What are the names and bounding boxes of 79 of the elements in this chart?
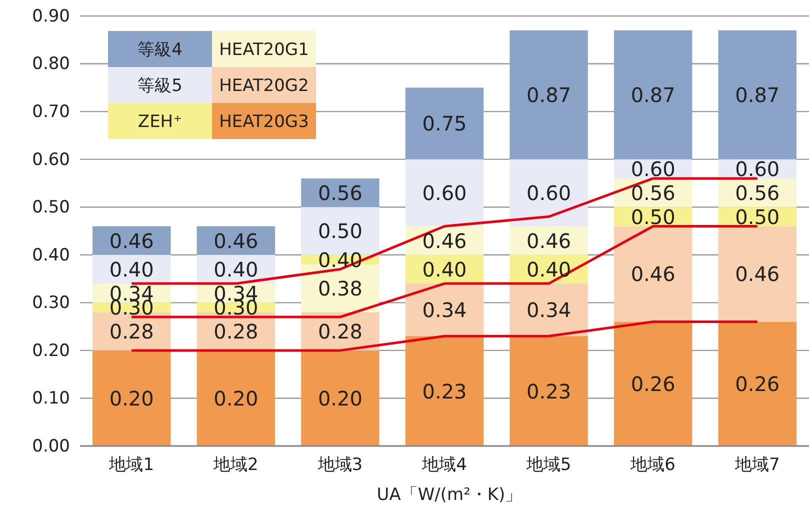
data-label: 0.26 — [735, 372, 780, 396]
text: 等級4 — [138, 40, 182, 60]
data-label: 0.87 — [630, 83, 676, 108]
y-tick-label: 0.00 — [32, 436, 70, 456]
x-tick-label: 地域2 — [212, 455, 258, 476]
data-label: 0.60 — [735, 157, 780, 182]
data-label: 0.60 — [526, 180, 572, 205]
data-label: 0.56 — [735, 180, 780, 205]
data-label: 0.28 — [318, 320, 362, 344]
bar — [510, 226, 588, 255]
y-tick-label: 0.40 — [32, 245, 70, 266]
bar — [510, 284, 588, 336]
x-tick-label: 地域3 — [316, 455, 363, 476]
x-tick-label: 地域5 — [525, 455, 572, 476]
data-label: 0.34 — [422, 298, 467, 322]
text: ZEH⁺ — [138, 112, 182, 132]
data-label: 0.46 — [422, 228, 467, 253]
data-label: 0.56 — [318, 180, 362, 205]
bar — [510, 30, 588, 160]
bar — [510, 336, 588, 446]
data-label: 0.20 — [109, 386, 154, 410]
data-label: 0.56 — [630, 180, 676, 205]
data-label: 0.60 — [630, 157, 676, 182]
x-axis-title: UA「W/(m²・K)」 — [376, 485, 522, 505]
data-label: 0.46 — [735, 262, 780, 286]
y-tick-label: 0.60 — [32, 150, 70, 170]
bar — [510, 159, 588, 226]
bar — [614, 30, 692, 160]
y-tick-label: 0.90 — [32, 6, 70, 26]
data-label: 0.40 — [422, 257, 467, 282]
data-label: 0.87 — [735, 83, 780, 108]
data-label: 0.28 — [214, 320, 258, 344]
data-label: 0.50 — [735, 204, 780, 229]
data-label: 0.46 — [214, 228, 258, 253]
data-label: 0.75 — [422, 112, 467, 136]
data-label: 0.20 — [214, 386, 258, 410]
data-label: 0.40 — [526, 257, 572, 282]
x-tick-label: 地域6 — [630, 455, 676, 476]
bar — [718, 322, 796, 446]
y-tick-label: 0.20 — [32, 340, 70, 361]
text: HEAT20G3 — [219, 112, 309, 132]
data-label: 0.34 — [526, 298, 572, 322]
bar — [301, 350, 380, 446]
text: 等級5 — [138, 76, 182, 96]
data-label: 0.40 — [109, 257, 154, 282]
x-tick-label: 地域4 — [421, 455, 467, 476]
data-label: 0.87 — [526, 83, 572, 108]
y-tick-label: 0.50 — [32, 198, 70, 218]
data-label: 0.26 — [630, 372, 676, 396]
y-tick-label: 0.80 — [32, 54, 70, 74]
data-label: 0.46 — [630, 262, 676, 286]
bar — [196, 350, 276, 446]
x-tick-label: 地域1 — [108, 455, 154, 476]
bar — [405, 159, 484, 226]
bar — [405, 88, 484, 160]
data-label: 0.46 — [109, 228, 154, 253]
text: HEAT20G1 — [219, 40, 309, 60]
bar — [405, 336, 484, 446]
y-tick-label: 0.30 — [32, 293, 70, 314]
data-label: 0.60 — [422, 180, 467, 205]
bar — [614, 226, 692, 322]
data-label: 0.23 — [422, 379, 467, 404]
text: HEAT20G2 — [219, 76, 309, 96]
y-tick-label: 0.10 — [32, 388, 70, 409]
bar — [718, 30, 796, 160]
y-tick-label: 0.70 — [32, 102, 70, 122]
data-label: 0.40 — [214, 257, 258, 282]
data-label: 0.50 — [318, 219, 362, 244]
data-label: 0.38 — [318, 276, 362, 301]
bar — [92, 350, 171, 446]
bar — [614, 322, 692, 446]
data-label: 0.40 — [318, 248, 362, 272]
x-tick-label: 地域7 — [734, 455, 780, 476]
data-label: 0.46 — [526, 228, 572, 253]
data-label: 0.20 — [318, 386, 362, 410]
data-label: 0.28 — [109, 320, 154, 344]
bar — [718, 226, 796, 322]
data-label: 0.23 — [526, 379, 572, 404]
data-label: 0.50 — [630, 204, 676, 229]
